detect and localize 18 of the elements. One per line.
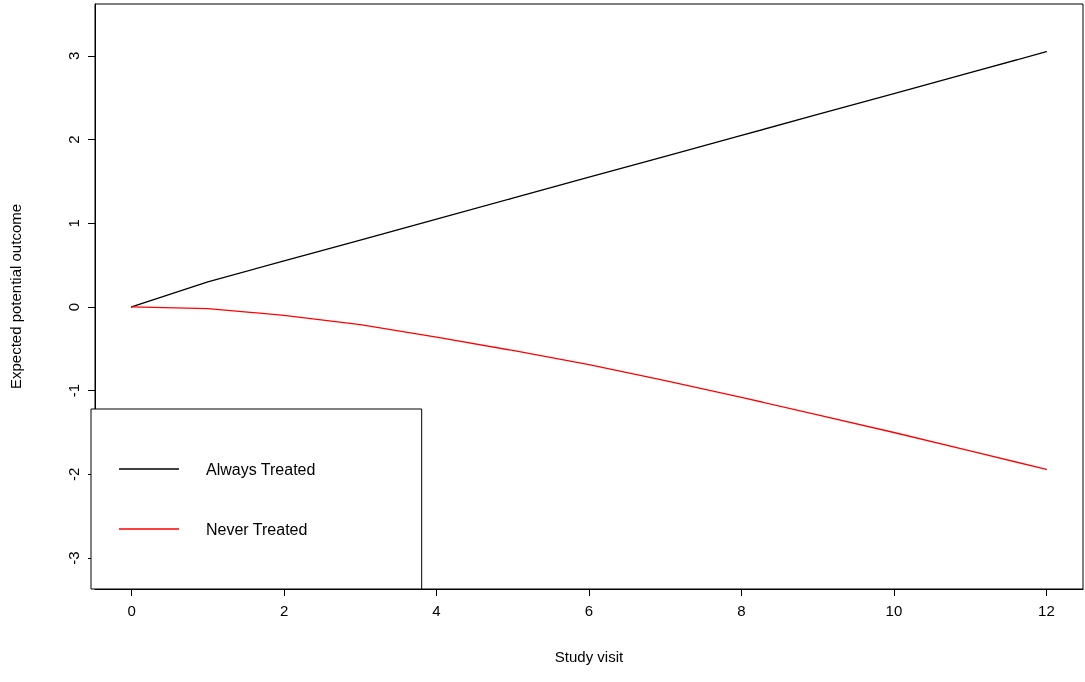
x-tick-label: 0 <box>127 602 136 619</box>
legend-label: Never Treated <box>206 520 308 538</box>
x-tick-label: 10 <box>885 602 903 619</box>
y-tick-label: 1 <box>65 219 82 228</box>
y-tick-label: -1 <box>65 383 82 398</box>
y-tick-label: 0 <box>65 302 82 312</box>
x-tick-label: 8 <box>737 602 746 619</box>
y-tick-label: -2 <box>65 467 82 482</box>
legend-label: Always Treated <box>206 460 316 478</box>
x-axis-title: Study visit <box>554 648 625 665</box>
x-tick-label: 2 <box>279 602 289 619</box>
y-tick-label: 3 <box>65 51 82 61</box>
x-tick-label: 12 <box>1038 602 1055 619</box>
y-tick-label: -3 <box>65 551 82 565</box>
y-tick-label: 2 <box>65 135 82 144</box>
y-axis-title: Expected potential outcome <box>7 203 24 390</box>
x-tick-label: 4 <box>432 602 441 619</box>
x-tick-label: 6 <box>584 602 594 619</box>
